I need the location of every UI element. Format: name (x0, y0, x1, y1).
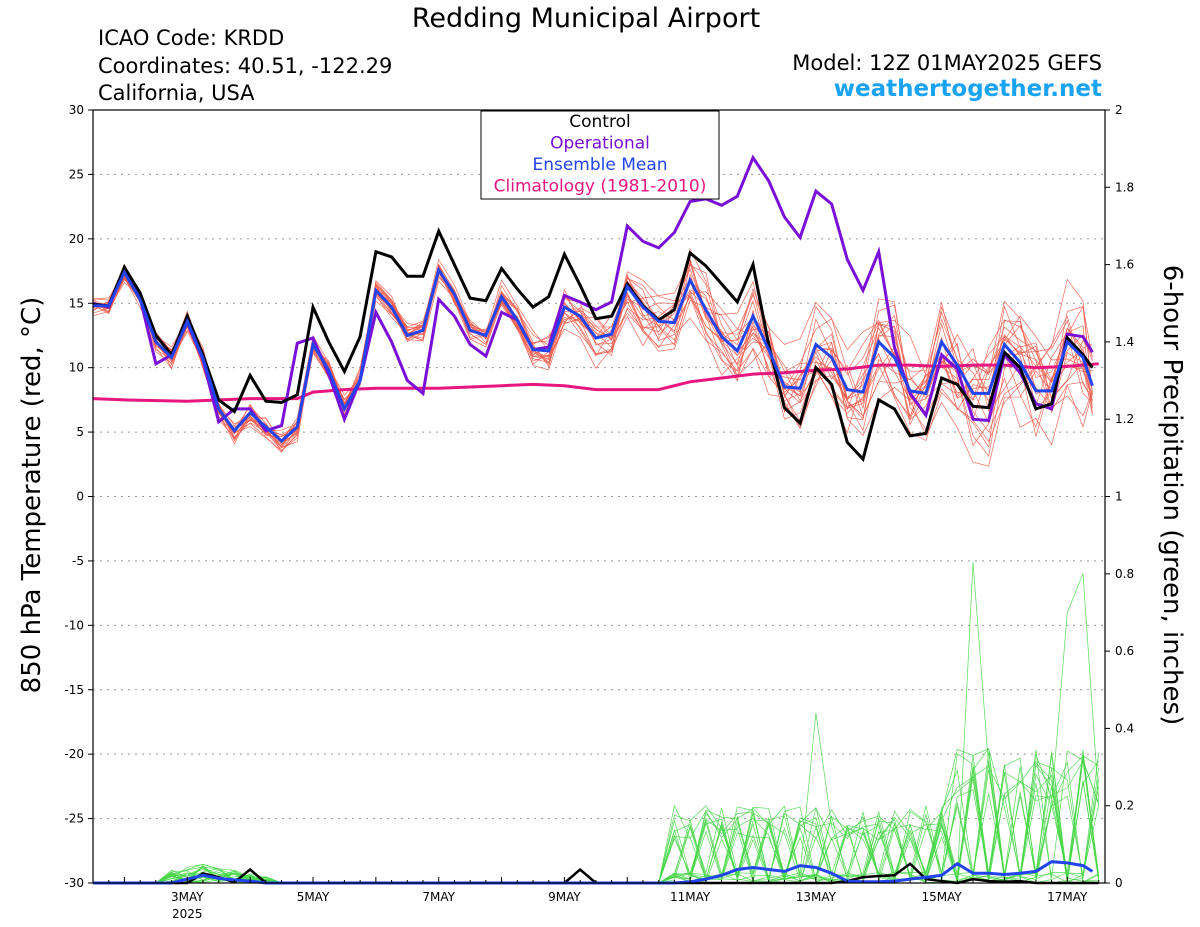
control-line (92, 227, 1094, 463)
y-tick-label-left: -30 (64, 876, 84, 890)
precipitation-member-line (93, 760, 1100, 884)
icao-code: ICAO Code: KRDD (98, 26, 285, 50)
precipitation-member-line (93, 749, 1100, 884)
y-tick-label-left: 30 (69, 103, 84, 117)
legend-box (480, 110, 720, 200)
ensemble-member-lines (92, 248, 1100, 884)
y-tick-label-right: 0.4 (1115, 721, 1134, 735)
y-tick-label-left: 20 (69, 232, 84, 246)
climatology-line (92, 362, 1099, 403)
precipitation-member-line (93, 760, 1099, 884)
precipitation-member-line (93, 712, 1100, 884)
precipitation-member-line (93, 752, 1100, 884)
x-tick-label: 3MAY (171, 890, 204, 904)
y-tick-label-right: 2 (1115, 103, 1123, 117)
x-tick-label: 13MAY (796, 890, 837, 904)
y-tick-label-left: -15 (64, 683, 84, 697)
x-tick-sublabel: 2025 (172, 907, 203, 921)
y-tick-label-right: 1.8 (1115, 180, 1134, 194)
precip-ensemble-mean-line (93, 860, 1094, 885)
legend-entry: Operational (550, 134, 650, 154)
y-tick-label-left: -20 (64, 747, 84, 761)
y-tick-label-right: 0.2 (1115, 799, 1134, 813)
y-tick-label-right: 0 (1115, 876, 1123, 890)
chart-title: Redding Municipal Airport (411, 3, 761, 34)
precipitation-member-line (93, 747, 1099, 884)
precipitation-member-line (93, 752, 1100, 884)
temperature-member-line (92, 261, 1093, 442)
precipitation-member-line (93, 749, 1100, 884)
precipitation-member-line (93, 748, 1099, 884)
temperature-member-line (92, 268, 1093, 439)
legend-entry: Control (569, 112, 630, 132)
temperature-member-line (92, 248, 1093, 458)
legend-entry: Ensemble Mean (532, 155, 667, 175)
x-tick-label: 11MAY (670, 890, 711, 904)
legend-entry: Climatology (1981-2010) (494, 177, 707, 197)
y-tick-label-right: 1.6 (1115, 258, 1134, 272)
y-tick-label-right: 0.8 (1115, 567, 1134, 581)
x-tick-label: 17MAY (1047, 890, 1088, 904)
y-tick-label-right: 1.4 (1115, 335, 1134, 349)
y-tick-label-right: 0.6 (1115, 644, 1134, 658)
region: California, USA (98, 81, 255, 105)
temperature-member-line (92, 263, 1093, 441)
y-tick-label-left: 0 (76, 490, 84, 504)
axes: 302520151050-5-10-15-20-25-3021.81.61.41… (64, 103, 1134, 921)
y-tick-label-left: 10 (69, 361, 84, 375)
coordinates: Coordinates: 40.51, -122.29 (98, 54, 393, 78)
y-tick-label-right: 1.2 (1115, 412, 1134, 426)
model-run: Model: 12Z 01MAY2025 GEFS (792, 51, 1102, 75)
y-tick-label-left: 15 (69, 296, 84, 310)
x-tick-label: 15MAY (921, 890, 962, 904)
x-tick-label: 9MAY (548, 890, 581, 904)
x-tick-label: 7MAY (422, 890, 455, 904)
grid-lines (93, 173, 1105, 820)
y-tick-label-left: -5 (72, 554, 84, 568)
y-tick-label-left: 5 (76, 425, 84, 439)
y-tick-label-right: 1 (1115, 490, 1123, 504)
y-tick-label-left: 25 (69, 167, 84, 181)
y-tick-label-left: -10 (64, 618, 84, 632)
site-link[interactable]: weathertogether.net (833, 76, 1102, 102)
precipitation-member-line (93, 562, 1099, 884)
series-lines (92, 154, 1099, 885)
precipitation-member-line (93, 761, 1100, 884)
ensemble-mean-line (93, 266, 1094, 444)
y-tick-label-left: -25 (64, 812, 84, 826)
x-tick-label: 5MAY (297, 890, 330, 904)
